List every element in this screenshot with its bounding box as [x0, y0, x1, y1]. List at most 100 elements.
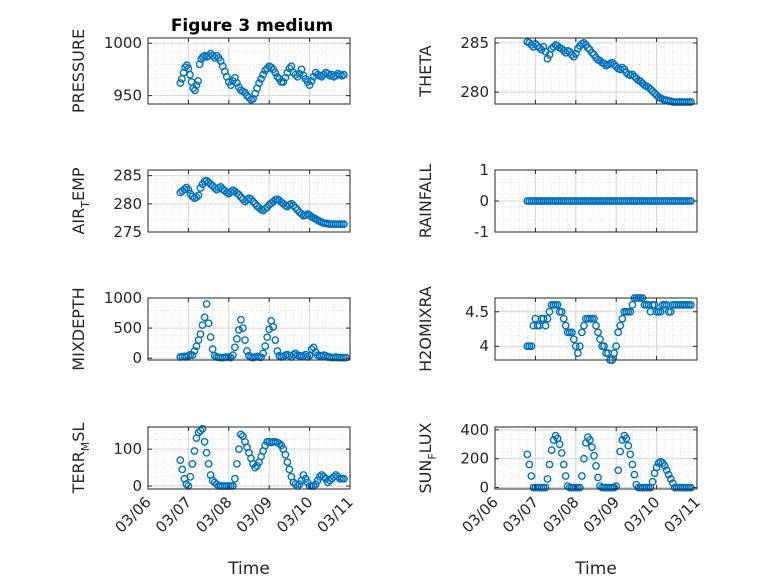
data-point — [339, 220, 348, 229]
data-point — [626, 450, 635, 459]
data-point — [580, 39, 588, 47]
data-point — [289, 201, 298, 210]
data-point — [317, 72, 326, 81]
data-point — [668, 479, 677, 488]
data-point — [626, 307, 635, 316]
data-point — [630, 72, 639, 81]
data-point — [575, 483, 584, 492]
data-point — [210, 54, 219, 62]
panel-rainfall: -1 0 1 RAINFALL — [416, 161, 698, 241]
data-point — [567, 328, 576, 337]
x-tick-label: 03/11 — [661, 493, 704, 536]
data-point — [176, 456, 185, 465]
data-point — [243, 347, 251, 355]
data-point — [650, 300, 659, 309]
data-point — [273, 347, 282, 355]
data-point — [263, 333, 272, 341]
data-point — [261, 342, 270, 351]
x-tick-label: 03/07 — [152, 493, 195, 536]
data-point — [255, 79, 264, 87]
data-point — [267, 63, 276, 72]
data-point — [652, 463, 661, 472]
data-point — [616, 321, 625, 330]
data-point — [535, 44, 544, 52]
data-point — [230, 343, 239, 352]
data-point — [263, 203, 272, 212]
data-point — [584, 44, 592, 52]
data-point — [208, 345, 217, 354]
data-point — [525, 460, 534, 469]
data-point — [666, 307, 675, 316]
data-point — [206, 333, 215, 341]
data-point — [662, 466, 671, 475]
data-point — [687, 98, 695, 106]
data-point — [527, 342, 536, 351]
data-point — [543, 314, 552, 323]
axes-box — [494, 297, 698, 361]
data-point — [571, 342, 580, 351]
data-point — [539, 314, 548, 323]
data-point — [553, 300, 562, 309]
data-point — [206, 180, 215, 189]
data-point — [588, 48, 596, 57]
data-point — [628, 300, 637, 309]
data-point — [194, 77, 203, 85]
data-point — [196, 184, 205, 192]
data-point — [251, 463, 260, 472]
data-point — [269, 322, 278, 331]
y-tick-label: 280 — [460, 83, 489, 101]
panel-theta: 280 285 THETA — [416, 34, 698, 106]
data-point — [545, 460, 554, 469]
data-point — [539, 43, 548, 51]
data-point — [636, 77, 645, 86]
data-point — [236, 193, 245, 202]
data-point — [216, 182, 225, 191]
data-point — [616, 65, 625, 74]
panel-h2omixra: 4 4.5 H2OMIXRA — [416, 286, 698, 372]
data-series — [176, 176, 348, 229]
y-tick-label: 0 — [132, 477, 142, 495]
axes-box — [494, 426, 698, 490]
data-point — [198, 424, 207, 433]
data-point — [666, 474, 675, 483]
data-point — [195, 60, 204, 69]
data-point — [549, 436, 558, 444]
data-point — [624, 441, 633, 450]
data-point — [232, 189, 241, 198]
y-axis-label: SUNFLUX — [416, 422, 439, 493]
data-point — [569, 335, 578, 344]
y-tick-label: 275 — [113, 223, 142, 241]
data-point — [291, 203, 300, 212]
axes-box — [147, 169, 351, 233]
y-tick-label: 0 — [479, 192, 489, 210]
data-point — [580, 454, 588, 463]
y-tick-label: 280 — [113, 195, 142, 213]
data-point — [590, 451, 598, 460]
data-point — [580, 321, 588, 330]
data-point — [281, 450, 290, 459]
data-point — [182, 183, 191, 192]
data-point — [275, 439, 284, 448]
data-point — [646, 85, 655, 94]
panel-mixdepth: 0 500 1000 MIXDEPTH — [69, 287, 351, 371]
data-point — [567, 50, 576, 59]
y-tick-label: 100 — [113, 440, 142, 458]
data-point — [200, 437, 209, 446]
data-point — [547, 44, 556, 53]
data-point — [212, 51, 221, 60]
data-point — [176, 79, 185, 87]
data-point — [190, 447, 199, 455]
data-point — [594, 473, 602, 482]
x-tick-label: 03/09 — [580, 493, 623, 536]
data-point — [188, 351, 197, 360]
data-point — [648, 477, 657, 486]
data-point — [234, 325, 243, 334]
y-tick-label: -1 — [474, 223, 489, 241]
data-point — [541, 483, 550, 492]
data-point — [608, 58, 617, 67]
data-point — [630, 470, 639, 479]
data-point — [545, 307, 554, 316]
y-axis-label: TERRMSL — [69, 423, 92, 495]
data-series — [523, 197, 695, 205]
y-tick-label: 1000 — [104, 289, 142, 307]
